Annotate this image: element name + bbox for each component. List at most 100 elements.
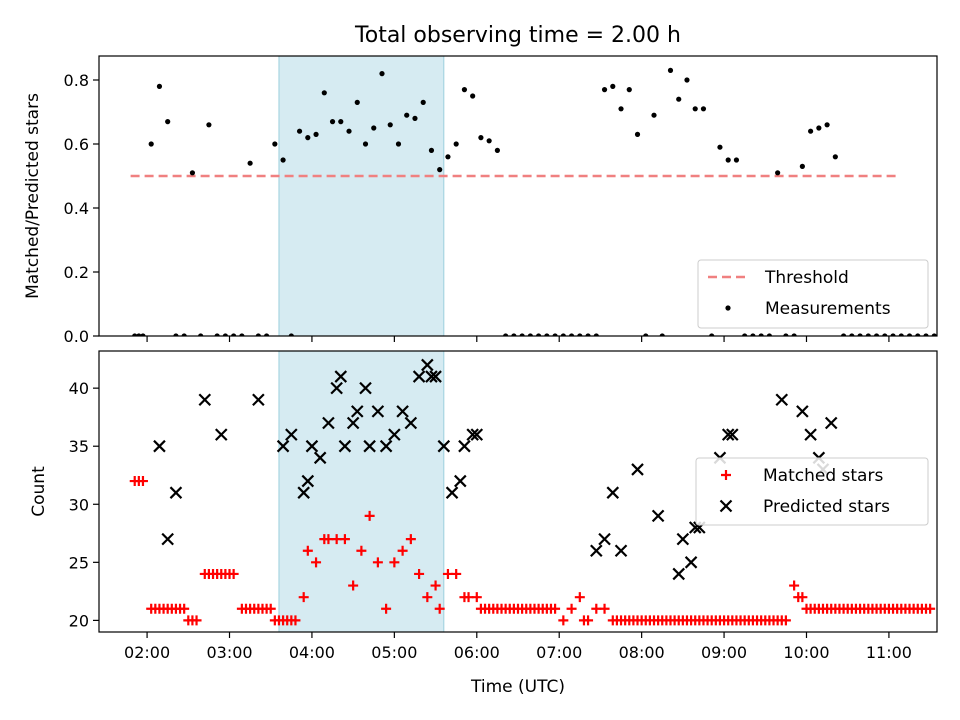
legend-matched-swatch (721, 470, 731, 480)
predicted-point (445, 486, 459, 499)
matched-point (228, 568, 239, 579)
measurement-point (239, 333, 245, 336)
measurement-point (189, 170, 196, 176)
measurement-point (898, 333, 904, 336)
measurement-point (288, 333, 294, 336)
predicted-point (775, 393, 789, 407)
measurement-point (395, 141, 402, 147)
y-tick-label: 0.4 (64, 199, 89, 218)
measurement-point (791, 333, 797, 336)
predicted-point (425, 370, 438, 383)
x-tick-label: 04:00 (289, 643, 335, 662)
y-tick-label: 40 (69, 379, 89, 398)
measurement-point (634, 131, 641, 137)
measurement-point (832, 154, 838, 160)
predicted-point (359, 381, 372, 395)
matched-point (298, 592, 309, 603)
measurement-point (873, 333, 880, 336)
measurement-point (733, 157, 740, 163)
legend-label: Matched stars (763, 466, 883, 486)
predicted-point (466, 428, 479, 441)
measurement-point (750, 333, 756, 336)
predicted-point (676, 532, 690, 546)
measurement-point (231, 333, 237, 336)
matched-point (780, 615, 791, 626)
predicted-point (454, 474, 467, 488)
measurement-point (519, 333, 525, 336)
measurement-point (445, 154, 451, 160)
measurement-point (651, 112, 657, 118)
measurement-point (478, 135, 484, 141)
predicted-point (169, 486, 183, 499)
predicted-point (388, 428, 401, 441)
predicted-point (726, 428, 739, 441)
matched-point (574, 592, 585, 603)
measurement-point (906, 333, 913, 336)
x-axis-label: Time (UTC) (470, 677, 565, 697)
legend-label: Threshold (764, 268, 849, 288)
matched-point (583, 615, 594, 626)
predicted-point (301, 474, 315, 488)
matched-point (348, 580, 359, 591)
predicted-point (437, 439, 451, 453)
measurement-point (346, 128, 352, 134)
measurement-point (709, 333, 715, 336)
measurement-point (923, 333, 929, 336)
matched-point (558, 615, 569, 626)
measurement-point (280, 157, 286, 163)
highlight-span (278, 350, 445, 633)
measurement-point (783, 333, 789, 336)
predicted-point (346, 416, 360, 430)
measurement-point (165, 119, 171, 125)
x-tick-label: 05:00 (371, 643, 417, 662)
matched-point (137, 476, 148, 487)
legend-label: Measurements (765, 299, 891, 319)
predicted-point (421, 358, 434, 372)
series-predicted-stars (153, 358, 838, 581)
matched-point (356, 545, 367, 556)
matched-point (405, 534, 416, 545)
measurement-point (181, 333, 187, 336)
predicted-point (371, 405, 385, 418)
matched-point (302, 545, 313, 556)
predicted-point (824, 416, 838, 430)
matched-point (311, 557, 322, 568)
measurement-point (882, 333, 888, 336)
predicted-point (350, 405, 364, 418)
measurement-point (461, 87, 468, 93)
measurement-point (494, 147, 500, 153)
measurement-point (198, 333, 204, 336)
matched-point (364, 510, 375, 521)
y-tick-label: 25 (69, 553, 89, 572)
measurement-point (593, 333, 599, 336)
measurement-point (931, 333, 937, 336)
measurement-point (371, 125, 377, 131)
matched-point (414, 568, 425, 579)
chart-title: Total observing time = 2.00 h (354, 23, 681, 48)
predicted-point (590, 544, 603, 557)
measurement-point (247, 160, 253, 166)
predicted-point (404, 416, 418, 430)
measurement-point (577, 333, 583, 336)
x-tick-label: 06:00 (454, 643, 500, 662)
predicted-point (198, 393, 212, 407)
matched-point (397, 545, 408, 556)
measurement-point (799, 163, 805, 169)
predicted-point (631, 463, 644, 476)
predicted-point (470, 428, 484, 441)
predicted-point (297, 486, 310, 499)
measurement-point (503, 333, 509, 336)
measurement-point (255, 333, 261, 336)
x-tick-label: 09:00 (701, 643, 747, 662)
measurement-point (742, 333, 748, 336)
y-tick-label: 20 (69, 611, 89, 630)
measurement-point (766, 333, 772, 336)
measurement-point (552, 333, 558, 336)
measurement-point (136, 333, 142, 336)
legend: Threshold Measurements (697, 259, 929, 329)
measurement-point (296, 128, 303, 134)
legend-label: Predicted stars (763, 497, 890, 517)
measurement-point (214, 333, 220, 336)
measurement-point (132, 333, 138, 336)
